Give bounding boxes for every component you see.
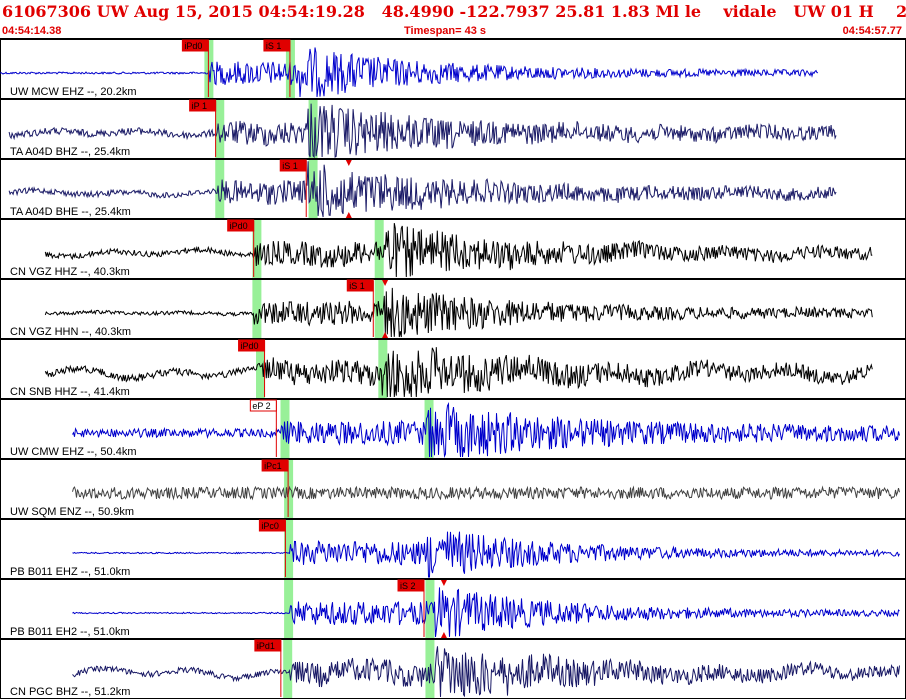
channel-panel[interactable]: iPc1 UW SQM ENZ --, 50.9km [0,459,906,519]
pick-label: iS 1 [349,281,365,291]
pick-label: iPc1 [264,461,282,471]
event-title: 61067306 UW Aug 15, 2015 04:54:19.28 48.… [2,2,906,21]
pick-flag [227,219,255,232]
channel-label: TA A04D BHZ --, 25.4km [10,146,130,158]
pick-window [215,160,225,218]
panel-frame [0,639,906,699]
pick-flag [258,519,286,532]
pick-window [256,340,266,398]
channel-label: UW CMW EHZ --, 50.4km [10,446,137,458]
pick-window [252,280,262,338]
pick-window [284,520,294,578]
channel-label: CN VGZ HHN --, 40.3km [10,326,131,338]
waveform-trace [72,531,900,578]
pick-flag [263,39,291,52]
pick-flag [254,639,282,652]
marker-bottom [382,332,389,338]
channel-panel[interactable]: iPd0 CN VGZ HHZ --, 40.3km [0,219,906,279]
panel-frame [0,579,906,639]
waveform-trace [44,223,873,278]
marker-top [382,280,389,286]
pick-flag [238,339,266,352]
waveform-trace [0,47,819,98]
waveform-trace [72,402,900,459]
waveform-trace [72,485,900,501]
pick-window [374,220,384,278]
channel-panel[interactable]: iPd0 CN SNB HHZ --, 41.4km [0,339,906,399]
marker-bottom [345,212,352,218]
channel-label: UW SQM ENZ --, 50.9km [10,506,134,518]
phase-pick[interactable]: iPd1 [254,639,282,697]
waveform-trace [44,287,873,338]
channel-label: UW MCW EHZ --, 20.2km [10,86,137,98]
timespan-label: Timespan= 43 s [404,25,487,37]
phase-pick[interactable]: iPc0 [258,519,286,577]
channel-label: PB B011 EHZ --, 51.0km [10,566,130,578]
pick-label: iPd0 [184,41,202,51]
channel-panel[interactable]: iS 1 TA A04D BHE --, 25.4km [0,159,906,219]
phase-pick[interactable]: iP 1 [189,99,217,157]
marker-top [345,160,352,166]
waveform-trace [44,347,873,398]
phase-pick[interactable]: eP 2 [249,399,277,457]
pick-label: iPd0 [241,341,259,351]
channel-label: CN VGZ HHZ --, 40.3km [10,266,130,278]
pick-window [284,580,294,638]
pick-label: eP 2 [252,401,270,411]
start-time: 04:54:14.38 [2,25,62,37]
pick-label: iPd0 [230,221,248,231]
panel-frame [0,99,906,159]
waveform-trace [72,587,900,638]
channel-label: CN PGC BHZ --, 51.2km [10,686,130,698]
pick-label: iPd1 [257,641,275,651]
phase-pick[interactable]: iS 2 [397,579,425,637]
waveform-trace [8,161,837,218]
pick-flag [249,399,277,412]
channel-panel[interactable]: iPd0 iS 1 UW MCW EHZ --, 20.2km [0,39,906,99]
channel-panel[interactable]: iS 2 PB B011 EH2 --, 51.0km [0,579,906,639]
channel-panel[interactable]: eP 2 UW CMW EHZ --, 50.4km [0,399,906,459]
pick-window [283,640,293,698]
pick-window [308,100,318,158]
pick-flag [261,459,289,472]
channel-label: PB B011 EH2 --, 51.0km [10,626,130,638]
pick-label: iS 1 [266,41,282,51]
phase-pick[interactable]: iPd0 [227,219,255,277]
channel-panel[interactable]: iS 1 CN VGZ HHN --, 40.3km [0,279,906,339]
pick-window [215,100,225,158]
channel-panel[interactable]: iP 1 TA A04D BHZ --, 25.4km [0,99,906,159]
waveform-trace [72,646,900,698]
marker-bottom [440,632,447,638]
pick-flag [181,39,209,52]
channel-label: TA A04D BHE --, 25.4km [10,206,131,218]
channel-panel[interactable]: iPd1 CN PGC BHZ --, 51.2km [0,639,906,699]
phase-pick[interactable]: iPd0 [181,39,209,97]
waveform-trace [8,103,837,159]
pick-label: iS 1 [282,161,298,171]
phase-pick[interactable]: iPd0 [238,339,266,397]
phase-pick[interactable]: iS 1 [263,39,291,97]
end-time: 04:54:57.77 [842,25,902,37]
pick-window [425,580,435,638]
header-divider [0,38,906,39]
pick-flag [397,579,425,592]
pick-label: iS 2 [400,581,416,591]
pick-flag [346,279,374,292]
pick-label: iP 1 [192,101,207,111]
pick-label: iPc0 [261,521,279,531]
channel-label: CN SNB HHZ --, 41.4km [10,386,130,398]
pick-flag [279,159,307,172]
channel-panel[interactable]: iPc0 PB B011 EHZ --, 51.0km [0,519,906,579]
pick-window [378,340,388,398]
panel-frame [0,339,906,399]
phase-pick[interactable]: iPc1 [261,459,289,517]
pick-flag [189,99,217,112]
phase-pick[interactable]: iS 1 [346,279,374,337]
marker-top [440,580,447,586]
phase-pick[interactable]: iS 1 [279,159,307,217]
